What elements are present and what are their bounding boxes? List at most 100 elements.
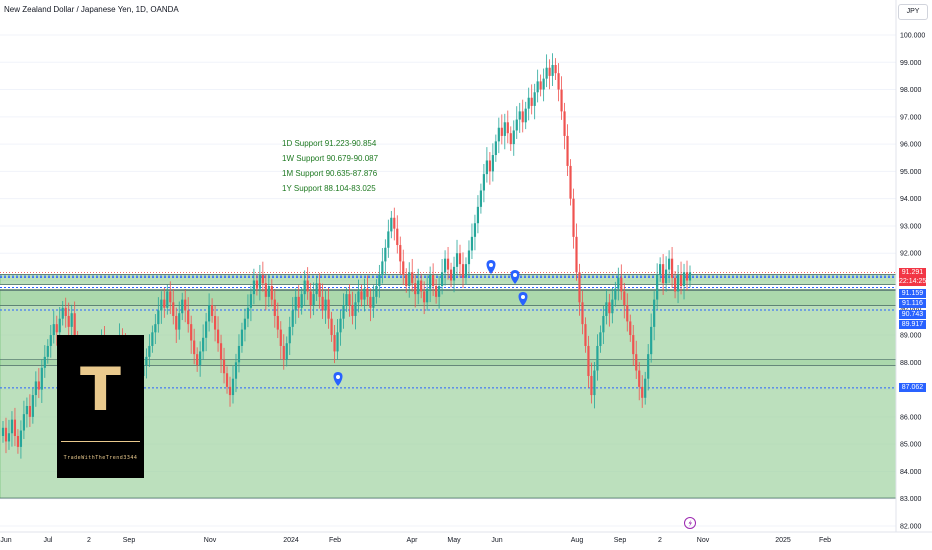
candle [557,73,560,90]
candle [461,264,465,278]
candle [154,324,157,333]
candle [420,280,423,292]
x-tick-label: Aug [571,537,584,544]
candle [222,359,226,374]
candle [291,310,294,327]
candle [629,321,632,336]
x-tick-label: 2 [87,537,91,544]
candle [205,321,208,338]
candle [372,296,375,308]
candle [327,299,330,319]
candle [219,343,223,360]
y-tick-label: 100.000 [900,33,925,40]
candle [160,299,163,311]
watermark-logo: T TradeWithTheTrend3344 [57,335,144,478]
candle [458,253,462,265]
candle [312,294,315,306]
candle [294,296,297,311]
candles [1,53,692,459]
lightning-icon[interactable] [684,517,696,529]
candle [61,307,64,319]
candle [67,315,70,327]
x-tick-label: Sep [123,537,136,544]
candle [246,307,250,319]
candle [345,294,348,306]
candle [378,275,381,286]
candle [632,335,635,355]
candle [210,305,214,316]
candle [605,302,608,316]
logo-divider [61,441,140,442]
x-tick-label: Jul [44,537,53,544]
event-marker-icon[interactable] [510,270,520,284]
candle [455,253,459,267]
logo-text: TradeWithTheTrend3344 [63,455,138,461]
candle [650,326,653,355]
candle [228,386,232,396]
annotation-1m-support: 1M Support 90.635-87.876 [282,169,378,178]
candle [641,386,644,398]
candle [175,315,178,330]
candle [172,302,175,316]
candle [676,275,680,292]
y-tick-label: 95.000 [900,169,922,176]
candle [184,299,187,311]
y-tick-label: 92.000 [900,251,922,258]
price-label-countdown: 22:14:25 [899,277,927,286]
candle [423,291,426,303]
candle [539,81,542,90]
candle [572,198,575,237]
event-marker-icon[interactable] [518,292,528,306]
candle [440,272,444,286]
candle [473,223,477,237]
candle [169,291,172,303]
candle [225,373,229,387]
candle [682,272,686,286]
candle [193,340,196,355]
candle [315,283,318,295]
candle [467,250,471,265]
candle [494,141,497,156]
candle [37,381,40,390]
annotation-1d-support: 1D Support 91.223-90.854 [282,139,377,148]
candle [653,299,656,327]
candle [46,345,49,357]
y-tick-label: 96.000 [900,142,922,149]
candle [446,258,450,270]
currency-button[interactable]: JPY [898,4,928,20]
candle [330,318,333,336]
y-tick-label: 83.000 [900,496,922,503]
candle [58,318,61,333]
y-tick-label: 84.000 [900,469,922,476]
candle [563,111,566,136]
candle [515,119,518,131]
x-tick-label: Sep [614,537,627,544]
x-tick-label: Nov [204,537,217,544]
candle [10,419,14,434]
candle [560,89,563,112]
candle [590,375,593,396]
candle [662,264,665,284]
candle [276,315,279,330]
candle [667,258,671,270]
candle [49,335,52,346]
candle [375,285,378,297]
event-marker-icon[interactable] [486,260,496,274]
candle [381,261,384,276]
y-tick-label: 90.000 [900,305,922,312]
candle [638,370,641,387]
candle [199,351,202,366]
candle [408,272,411,286]
candle [599,332,602,346]
candle [363,288,366,300]
candle [509,133,512,145]
candle [429,275,432,289]
event-marker-icon[interactable] [333,372,343,386]
candle [64,307,67,316]
candle [273,299,276,316]
candle [342,305,345,319]
candle [575,236,578,273]
candle [449,269,453,281]
candle [351,305,354,316]
